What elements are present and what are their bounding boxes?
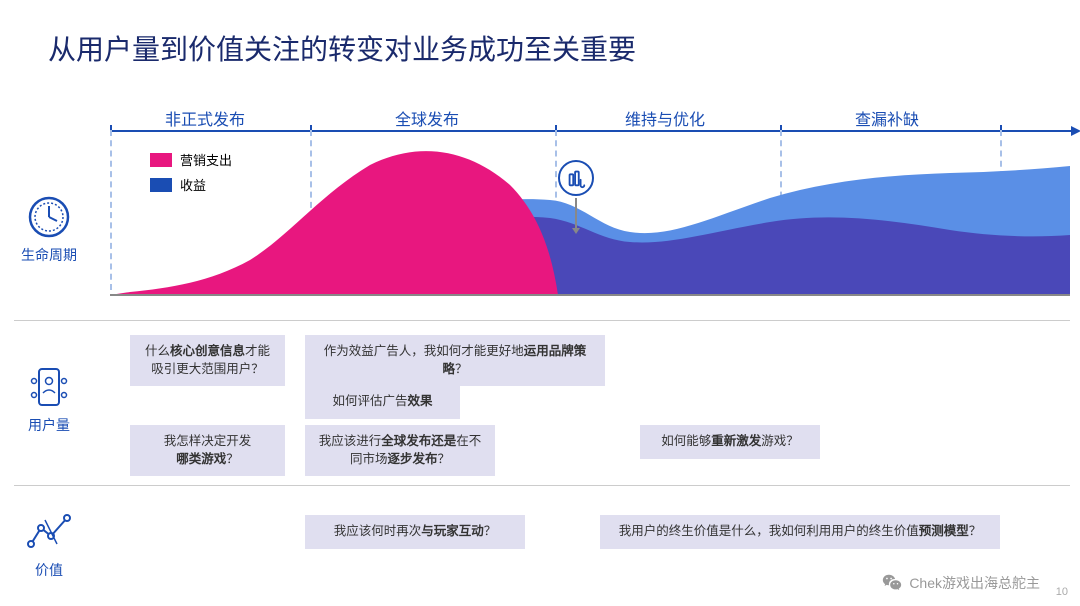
timeline-axis bbox=[110, 130, 1075, 132]
question-reactivate: 如何能够重新激发游戏？ bbox=[640, 425, 820, 459]
phase-label-2: 全球发布 bbox=[395, 106, 459, 130]
question-launch: 我应该进行全球发布还是在不同市场逐步发布？ bbox=[305, 425, 495, 476]
section-label-lifecycle: 生命周期 bbox=[14, 245, 84, 265]
section-icon-value: 价值 bbox=[14, 510, 84, 580]
users-phone-icon bbox=[27, 365, 71, 409]
question-ad-effect: 如何评估广告效果 bbox=[305, 385, 460, 419]
section-divider bbox=[14, 320, 1070, 321]
slide-title: 从用户量到价值关注的转变对业务成功至关重要 bbox=[48, 28, 636, 68]
question-engage: 我应该何时再次与玩家互动？ bbox=[305, 515, 525, 549]
spend-area bbox=[110, 151, 558, 295]
chart-baseline bbox=[110, 294, 1070, 296]
refresh-icon bbox=[558, 160, 594, 196]
refresh-pointer bbox=[575, 198, 577, 228]
question-game-type: 我怎样决定开发哪类游戏？ bbox=[130, 425, 285, 476]
phase-label-1: 非正式发布 bbox=[165, 106, 245, 130]
section-divider bbox=[14, 485, 1070, 486]
phase-label-3: 维持与优化 bbox=[625, 106, 705, 130]
analytics-icon bbox=[27, 510, 71, 554]
lifecycle-chart bbox=[110, 140, 1070, 295]
wechat-name: Chek游戏出海总舵主 bbox=[909, 573, 1040, 593]
section-icon-volume: 用户量 bbox=[14, 365, 84, 435]
question-creative: 什么核心创意信息才能吸引更大范围用户？ bbox=[130, 335, 285, 386]
phase-label-4: 查漏补缺 bbox=[855, 106, 919, 130]
section-label-volume: 用户量 bbox=[14, 415, 84, 435]
wechat-icon bbox=[881, 572, 903, 594]
question-brand: 作为效益广告人，我如何才能更好地运用品牌策略？ bbox=[305, 335, 605, 386]
question-ltv: 我用户的终生价值是什么，我如何利用用户的终生价值预测模型？ bbox=[600, 515, 1000, 549]
clock-icon bbox=[27, 195, 71, 239]
section-icon-lifecycle: 生命周期 bbox=[14, 195, 84, 265]
section-label-value: 价值 bbox=[14, 560, 84, 580]
page-number: 10 bbox=[1056, 586, 1068, 598]
wechat-watermark: Chek游戏出海总舵主 bbox=[881, 572, 1040, 594]
